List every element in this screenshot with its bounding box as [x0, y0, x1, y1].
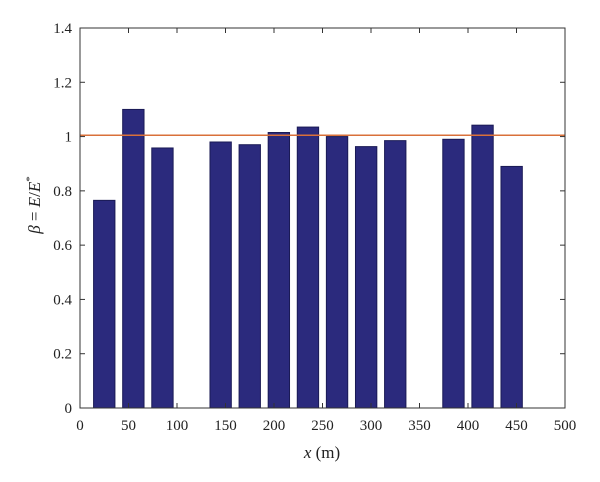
- y-axis-label-estar: E: [25, 181, 44, 193]
- x-tick-label: 400: [457, 418, 480, 434]
- bar: [122, 108, 145, 409]
- bar: [500, 165, 523, 409]
- y-axis-label-eq: =: [25, 207, 44, 225]
- x-axis-label-unit: (m): [311, 443, 340, 462]
- bar: [442, 138, 465, 409]
- y-axis-label-beta: β: [25, 225, 44, 235]
- x-tick-label: 500: [554, 418, 577, 434]
- y-tick-label: 0.6: [53, 238, 72, 254]
- bar: [384, 140, 407, 409]
- y-tick-label: 1.2: [53, 75, 72, 91]
- bar: [93, 199, 116, 409]
- y-axis-label-sup: *: [24, 176, 36, 182]
- x-tick-label: 350: [408, 418, 431, 434]
- y-tick-label: 0.2: [53, 347, 72, 363]
- y-tick-label: 0: [65, 401, 73, 417]
- y-axis-label: β = E/E*: [24, 176, 44, 235]
- y-tick-label: 0.8: [53, 184, 72, 200]
- x-tick-label: 50: [121, 418, 136, 434]
- bar: [267, 132, 291, 409]
- bar: [209, 141, 232, 409]
- x-tick-label: 0: [76, 418, 84, 434]
- x-tick-label: 250: [311, 418, 334, 434]
- y-tick-label: 0.4: [53, 292, 72, 308]
- bar: [354, 146, 378, 409]
- y-tick-label: 1.4: [53, 21, 72, 37]
- y-axis-ticks: 0 0.2 0.4 0.6 0.8 1 1.2 1.4: [53, 21, 565, 417]
- bars-group: [93, 108, 523, 409]
- bar: [238, 144, 261, 409]
- x-axis-ticks: 0 50 100 150 200 250 300 350 400 450 500: [76, 28, 576, 434]
- x-tick-label: 200: [263, 418, 286, 434]
- y-axis-label-slash: /: [25, 192, 44, 197]
- x-tick-label: 450: [505, 418, 528, 434]
- y-axis-label-e: E: [25, 196, 44, 208]
- x-tick-label: 300: [360, 418, 383, 434]
- bar: [151, 147, 174, 409]
- x-axis-label: x (m): [303, 443, 340, 462]
- bar: [471, 124, 494, 409]
- y-tick-label: 1: [65, 130, 73, 146]
- bar: [296, 126, 320, 409]
- x-axis-label-var: x: [303, 443, 312, 462]
- x-tick-label: 150: [214, 418, 237, 434]
- x-tick-label: 100: [166, 418, 189, 434]
- bar: [325, 136, 349, 409]
